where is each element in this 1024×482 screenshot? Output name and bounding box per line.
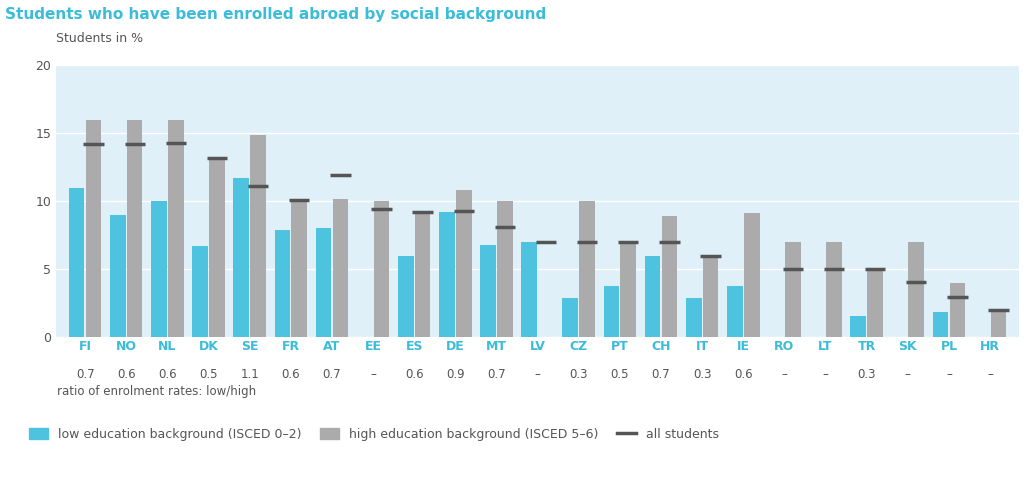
- Text: 0.3: 0.3: [857, 368, 876, 381]
- Bar: [480, 245, 496, 337]
- Text: 0.7: 0.7: [487, 368, 506, 381]
- Text: Students in %: Students in %: [56, 32, 143, 45]
- Bar: [398, 255, 414, 337]
- Bar: [86, 120, 101, 337]
- Legend: low education background (ISCED 0–2), high education background (ISCED 5–6), all: low education background (ISCED 0–2), hi…: [25, 423, 724, 445]
- Bar: [292, 200, 307, 337]
- Bar: [497, 201, 513, 337]
- Text: –: –: [822, 368, 828, 381]
- Text: 0.5: 0.5: [610, 368, 629, 381]
- Bar: [702, 255, 719, 337]
- Text: 1.1: 1.1: [241, 368, 259, 381]
- Text: ratio of enrolment rates: low/high: ratio of enrolment rates: low/high: [57, 385, 256, 398]
- Text: 0.9: 0.9: [446, 368, 465, 381]
- Text: 0.6: 0.6: [734, 368, 753, 381]
- Bar: [456, 190, 472, 337]
- Bar: [949, 283, 966, 337]
- Bar: [152, 201, 167, 337]
- Bar: [127, 120, 142, 337]
- Text: 0.5: 0.5: [200, 368, 218, 381]
- Text: 0.6: 0.6: [117, 368, 135, 381]
- Bar: [645, 255, 660, 337]
- Bar: [850, 316, 866, 337]
- Bar: [521, 242, 537, 337]
- Text: –: –: [905, 368, 910, 381]
- Bar: [686, 298, 701, 337]
- Bar: [603, 286, 620, 337]
- Text: 0.7: 0.7: [76, 368, 94, 381]
- Text: 0.7: 0.7: [323, 368, 341, 381]
- Bar: [867, 269, 883, 337]
- Bar: [439, 212, 455, 337]
- Text: 0.6: 0.6: [158, 368, 177, 381]
- Bar: [374, 201, 389, 337]
- Bar: [233, 178, 249, 337]
- Text: –: –: [946, 368, 952, 381]
- Bar: [562, 298, 579, 337]
- Bar: [727, 286, 742, 337]
- Bar: [209, 159, 224, 337]
- Bar: [69, 187, 85, 337]
- Bar: [110, 215, 126, 337]
- Text: 0.7: 0.7: [651, 368, 671, 381]
- Bar: [580, 201, 595, 337]
- Text: 0.6: 0.6: [282, 368, 300, 381]
- Bar: [333, 199, 348, 337]
- Bar: [743, 214, 760, 337]
- Bar: [193, 246, 208, 337]
- Bar: [908, 242, 924, 337]
- Text: –: –: [987, 368, 993, 381]
- Bar: [826, 242, 842, 337]
- Text: 0.3: 0.3: [569, 368, 588, 381]
- Bar: [621, 242, 636, 337]
- Bar: [662, 216, 677, 337]
- Text: –: –: [370, 368, 376, 381]
- Bar: [274, 230, 290, 337]
- Bar: [933, 311, 948, 337]
- Bar: [415, 211, 430, 337]
- Text: –: –: [535, 368, 541, 381]
- Text: 0.6: 0.6: [404, 368, 424, 381]
- Text: 0.3: 0.3: [693, 368, 712, 381]
- Text: Students who have been enrolled abroad by social background: Students who have been enrolled abroad b…: [5, 7, 547, 22]
- Text: –: –: [781, 368, 787, 381]
- Bar: [990, 310, 1007, 337]
- Bar: [315, 228, 332, 337]
- Bar: [785, 242, 801, 337]
- Bar: [250, 134, 266, 337]
- Bar: [168, 120, 183, 337]
